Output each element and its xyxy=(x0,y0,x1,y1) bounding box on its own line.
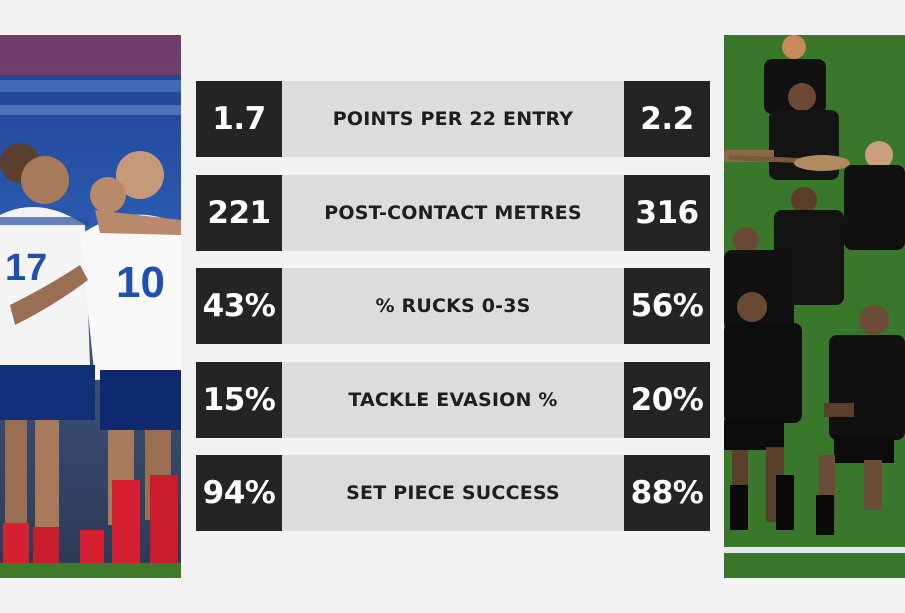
stat-row-rucks-0-3s: 43% % RUCKS 0-3S 56% xyxy=(196,268,710,344)
left-team-value: 94% xyxy=(196,455,282,531)
stat-label: SET PIECE SUCCESS xyxy=(282,455,624,531)
new-zealand-team-photo xyxy=(724,35,905,578)
stat-label: TACKLE EVASION % xyxy=(282,362,624,438)
svg-text:17: 17 xyxy=(5,247,47,289)
left-team-value: 221 xyxy=(196,175,282,251)
france-team-photo: 17 10 xyxy=(0,35,181,578)
stat-label: POST-CONTACT METRES xyxy=(282,175,624,251)
left-team-value: 15% xyxy=(196,362,282,438)
right-team-value: 316 xyxy=(624,175,710,251)
stat-row-points-per-22-entry: 1.7 POINTS PER 22 ENTRY 2.2 xyxy=(196,81,710,157)
right-team-value: 20% xyxy=(624,362,710,438)
stat-label: % RUCKS 0-3S xyxy=(282,268,624,344)
stat-row-post-contact-metres: 221 POST-CONTACT METRES 316 xyxy=(196,175,710,251)
right-team-value: 56% xyxy=(624,268,710,344)
stat-label: POINTS PER 22 ENTRY xyxy=(282,81,624,157)
left-team-value: 43% xyxy=(196,268,282,344)
right-team-value: 2.2 xyxy=(624,81,710,157)
right-team-value: 88% xyxy=(624,455,710,531)
stat-row-set-piece-success: 94% SET PIECE SUCCESS 88% xyxy=(196,455,710,531)
svg-text:10: 10 xyxy=(116,258,165,307)
left-team-value: 1.7 xyxy=(196,81,282,157)
stat-row-tackle-evasion: 15% TACKLE EVASION % 20% xyxy=(196,362,710,438)
